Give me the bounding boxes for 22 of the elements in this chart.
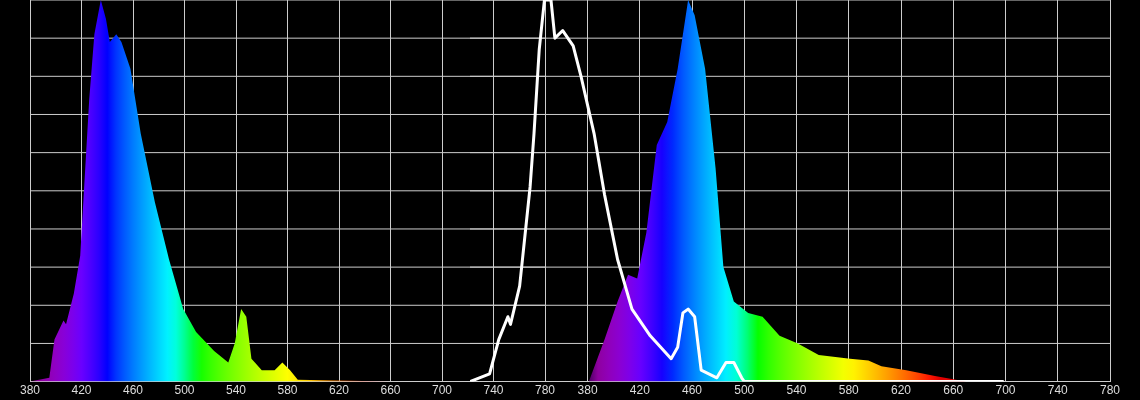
- x-tick-label: 540: [225, 383, 247, 398]
- x-tick-label: 380: [577, 383, 598, 398]
- x-tick-label: 660: [943, 383, 964, 398]
- x-tick-label: 420: [629, 383, 651, 398]
- x-tick-label: 580: [277, 383, 298, 398]
- x-tick-label: 700: [995, 383, 1016, 398]
- x-tick-label: 380: [19, 383, 41, 398]
- x-tick-label: 540: [786, 383, 807, 398]
- x-tick-label: 740: [483, 383, 504, 398]
- x-tick-label: 500: [734, 383, 755, 398]
- x-tick-label: 660: [380, 383, 401, 398]
- x-tick-label: 460: [122, 383, 144, 398]
- x-tick-label: 780: [534, 383, 556, 398]
- x-tick-label: 580: [838, 383, 860, 398]
- x-tick-label: 740: [1047, 383, 1069, 398]
- x-tick-label: 620: [891, 383, 912, 398]
- x-tick-label: 460: [682, 383, 703, 398]
- x-tick-label: 780: [1099, 383, 1121, 398]
- x-tick-label: 620: [328, 383, 350, 398]
- x-tick-label: 700: [431, 383, 453, 398]
- x-tick-label: 500: [174, 383, 195, 398]
- x-tick-label: 420: [71, 383, 92, 398]
